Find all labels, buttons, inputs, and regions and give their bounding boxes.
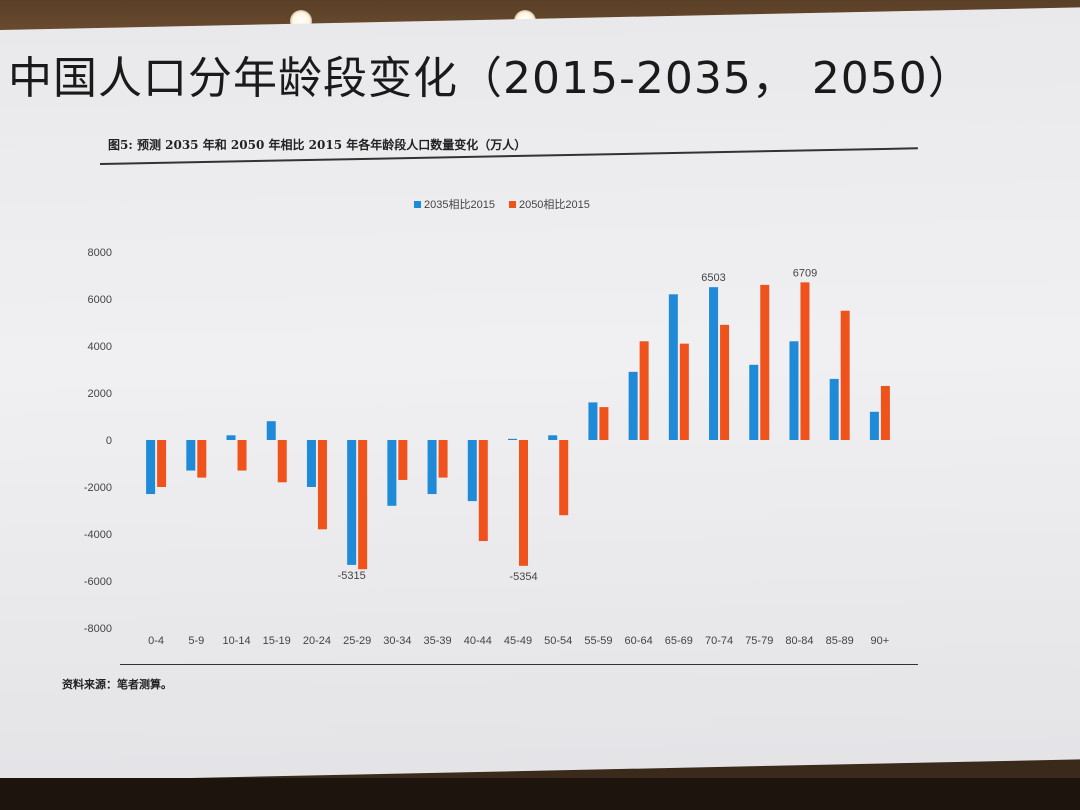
data-label: 6503 [701,272,725,284]
legend-item-2035: 2035相比2015 [414,196,495,212]
bar-2050-25-29 [358,440,368,570]
x-tick-label: 65-69 [665,635,693,647]
slide-title: 中国人口分年龄段变化（2015-2035， 2050） [8,53,973,104]
bar-2035-60-64 [628,371,638,440]
x-tick-label: 30-34 [383,635,411,647]
y-tick-label: -2000 [84,482,112,494]
bar-2035-50-54 [548,435,558,440]
bar-2050-75-79 [760,284,770,440]
x-tick-label: 20-24 [303,635,331,647]
bar-2050-50-54 [559,440,569,516]
legend-item-2050: 2050相比2015 [508,196,590,212]
y-tick-label: -4000 [84,529,112,541]
x-tick-label: 85-89 [826,635,854,647]
y-tick-label: -6000 [84,576,112,588]
bar-2035-75-79 [749,364,759,440]
bar-2035-90+ [869,411,879,440]
x-tick-label: 5-9 [188,635,204,647]
y-tick-label: 4000 [88,341,112,353]
x-tick-label: 10-14 [222,635,250,647]
x-tick-label: 55-59 [584,635,612,647]
bar-2035-20-24 [306,440,316,487]
x-tick-label: 25-29 [343,635,371,647]
data-label: 6709 [793,267,817,279]
bar-2035-5-9 [186,440,196,471]
x-tick-label: 15-19 [263,635,291,647]
legend-swatch-2035 [414,200,421,208]
background-bottom [0,778,1080,810]
bar-2035-80-84 [789,341,799,440]
x-tick-label: 75-79 [745,635,773,647]
x-tick-label: 45-49 [504,635,532,647]
bar-2050-15-19 [277,440,287,483]
x-tick-label: 80-84 [785,635,813,647]
legend-label-2035: 2035相比2015 [424,199,495,211]
bar-2050-45-49 [519,440,528,566]
bar-2050-30-34 [398,440,408,480]
bar-2035-0-4 [146,440,156,495]
bar-2035-30-34 [387,440,397,506]
x-tick-label: 60-64 [625,635,653,647]
bar-2035-35-39 [427,440,437,495]
bar-2050-65-69 [679,343,689,440]
bar-2035-55-59 [588,402,598,440]
y-tick-label: 6000 [88,294,112,306]
y-tick-label: -8000 [84,623,112,635]
bar-2050-5-9 [197,440,207,478]
bar-2035-40-44 [467,440,477,502]
bar-2035-25-29 [347,440,357,565]
y-tick-label: 0 [106,435,112,447]
bar-2035-85-89 [829,378,839,440]
x-tick-label: 50-54 [544,635,572,647]
bar-2050-80-84 [800,282,810,440]
bar-2050-35-39 [438,440,448,478]
bar-2050-90+ [880,385,890,440]
y-tick-label: 8000 [88,247,112,259]
x-tick-label: 40-44 [464,635,492,647]
bar-2035-45-49 [508,438,517,440]
bar-2035-15-19 [266,421,276,440]
bar-2050-85-89 [840,310,850,440]
bar-2050-10-14 [237,440,247,471]
bar-2050-60-64 [639,341,649,440]
figure-caption: 图5: 预测 2035 年和 2050 年相比 2015 年各年龄段人口数量变化… [108,138,527,152]
bar-2035-65-69 [668,294,678,440]
bar-2050-40-44 [478,440,488,542]
x-tick-label: 35-39 [424,635,452,647]
bar-2035-70-74 [709,287,719,440]
y-tick-label: 2000 [88,388,112,400]
data-label: -5354 [509,571,537,583]
bar-2050-55-59 [599,407,609,440]
x-tick-label: 70-74 [705,635,733,647]
bar-2035-10-14 [226,435,236,440]
chart-bottom-rule [120,664,918,665]
x-tick-label: 90+ [871,635,890,647]
bar-2050-70-74 [720,324,730,440]
legend-label-2050: 2050相比2015 [518,199,590,211]
source-note: 资料来源：笔者测算。 [62,678,172,691]
legend-swatch-2050 [508,200,516,208]
data-label: -5315 [338,570,366,582]
x-tick-label: 0-4 [148,635,164,647]
chart-legend: 2035相比2015 2050相比2015 [414,196,590,212]
bar-2050-0-4 [157,440,167,487]
bar-2050-20-24 [317,440,327,530]
